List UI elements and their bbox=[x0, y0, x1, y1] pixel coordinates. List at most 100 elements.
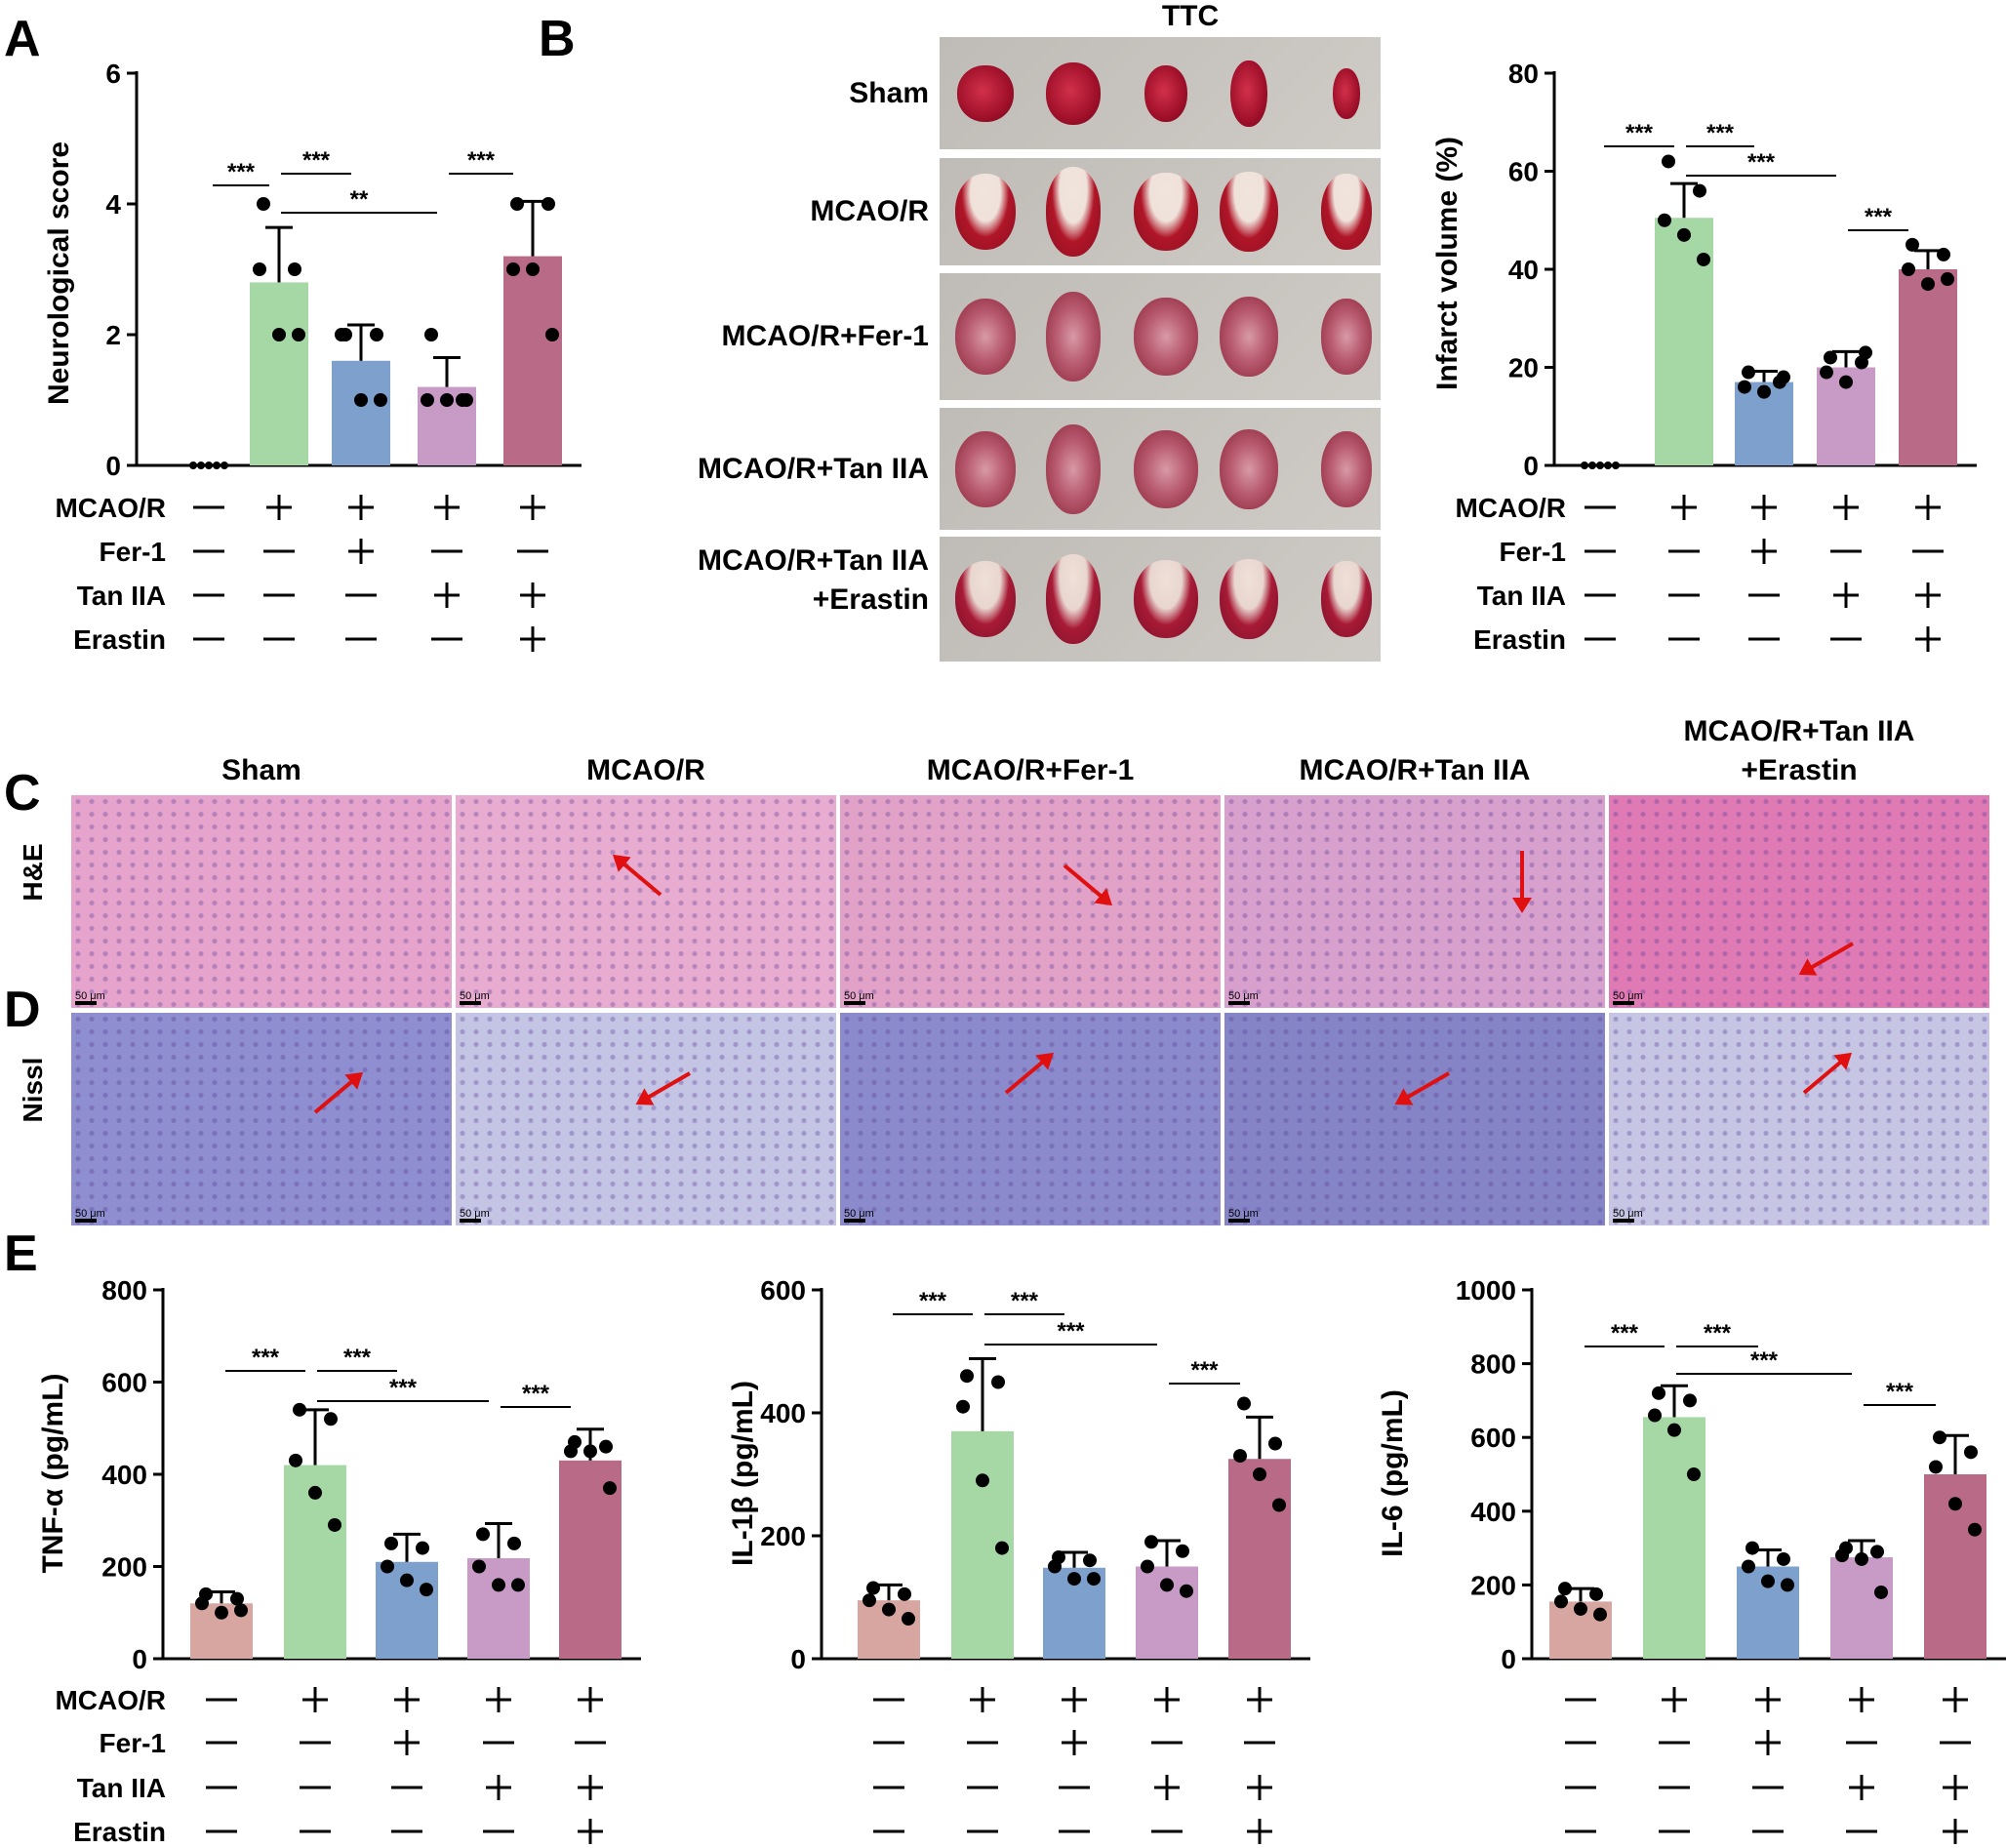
significance-label: *** bbox=[1625, 120, 1654, 146]
histology-image: 50 μm bbox=[840, 795, 1221, 1008]
data-point bbox=[1658, 213, 1671, 227]
treatment-label: Fer-1 bbox=[100, 1728, 166, 1758]
histology-image: 50 μm bbox=[1224, 1013, 1605, 1225]
ttc-row-label: Sham bbox=[849, 76, 929, 109]
data-point bbox=[476, 1527, 490, 1542]
y-tick-label: 400 bbox=[1470, 1497, 1516, 1527]
significance-label: *** bbox=[1886, 1379, 1914, 1405]
scale-bar bbox=[75, 1219, 97, 1223]
data-point bbox=[1824, 350, 1837, 365]
data-point bbox=[1941, 272, 1954, 287]
brain-slice bbox=[1046, 167, 1101, 257]
brain-slice bbox=[957, 64, 1014, 122]
treatment-label: Fer-1 bbox=[1500, 537, 1566, 567]
brain-slice bbox=[1321, 174, 1372, 250]
data-point bbox=[863, 1593, 876, 1608]
scale-bar-label: 50 μm bbox=[1613, 1208, 1643, 1220]
y-axis-label: IL-6 (pg/mL) bbox=[1377, 1389, 1409, 1557]
data-point bbox=[1777, 370, 1790, 384]
significance-label: *** bbox=[227, 159, 256, 185]
data-point bbox=[1581, 462, 1588, 469]
data-point bbox=[288, 262, 301, 276]
y-tick-label: 4 bbox=[105, 189, 121, 220]
significance-label: *** bbox=[1011, 1288, 1039, 1314]
histology-column-header: MCAO/R bbox=[586, 754, 705, 786]
data-point bbox=[230, 1591, 244, 1606]
data-point bbox=[1929, 1460, 1943, 1474]
data-point bbox=[1596, 462, 1604, 469]
data-point bbox=[293, 1402, 306, 1417]
histology-column-header: MCAO/R+Fer-1 bbox=[926, 754, 1135, 786]
scale-bar-label: 50 μm bbox=[1228, 990, 1259, 1002]
data-point bbox=[1948, 1497, 1962, 1511]
panel-letter-a: A bbox=[4, 11, 41, 67]
data-point bbox=[902, 1612, 915, 1627]
panel-letter-d: D bbox=[4, 982, 41, 1038]
brain-slice bbox=[1220, 559, 1278, 639]
treatment-label: MCAO/R bbox=[55, 493, 166, 523]
data-point bbox=[328, 1517, 341, 1532]
y-tick-label: 0 bbox=[105, 451, 121, 481]
data-point bbox=[221, 462, 228, 469]
significance-label: *** bbox=[302, 147, 331, 174]
data-point bbox=[1648, 1408, 1662, 1423]
brain-slice bbox=[955, 299, 1016, 375]
scale-bar bbox=[844, 1219, 865, 1223]
data-point bbox=[205, 462, 213, 469]
data-point bbox=[1083, 1553, 1097, 1568]
ttc-row-label: MCAO/R+Tan IIA +Erastin bbox=[698, 544, 929, 616]
histology-image: 50 μm bbox=[456, 795, 836, 1008]
data-point bbox=[1859, 345, 1872, 360]
y-tick-label: 600 bbox=[1470, 1423, 1516, 1453]
chart-b: 0 20 40 60 80 Infarct volume (%) *** *** *** *** M… bbox=[1431, 59, 1977, 655]
data-point bbox=[1604, 462, 1612, 469]
significance-label: *** bbox=[522, 1381, 550, 1407]
ttc-row-label: MCAO/R+Tan IIA bbox=[698, 452, 929, 485]
data-point bbox=[1237, 1396, 1251, 1411]
data-point bbox=[898, 1587, 911, 1601]
data-point bbox=[603, 1481, 617, 1496]
scale-bar bbox=[1613, 1219, 1634, 1223]
data-point bbox=[1835, 1548, 1849, 1563]
data-point bbox=[234, 1603, 248, 1618]
data-point bbox=[583, 1444, 597, 1459]
data-point bbox=[272, 328, 286, 341]
y-tick-label: 0 bbox=[1523, 451, 1539, 481]
chart-e3: 0 200 400 600 800 1000 IL-6 (pg/mL) *** *** *** **… bbox=[1377, 1275, 2006, 1844]
data-point bbox=[1067, 1572, 1081, 1587]
significance-label: *** bbox=[1747, 149, 1776, 176]
y-tick-label: 200 bbox=[101, 1552, 147, 1583]
data-point bbox=[213, 462, 221, 469]
ttc-title: TTC bbox=[1161, 0, 1220, 32]
data-point bbox=[1160, 1578, 1174, 1592]
data-point bbox=[1687, 1467, 1701, 1481]
significance-label: *** bbox=[1704, 1320, 1732, 1346]
y-tick-label: 400 bbox=[760, 1398, 806, 1428]
ttc-photo bbox=[940, 537, 1381, 662]
significance-label: *** bbox=[389, 1375, 418, 1401]
data-point bbox=[1933, 1430, 1946, 1445]
data-point bbox=[1777, 1551, 1790, 1566]
histology-image: 50 μm bbox=[71, 1013, 452, 1225]
y-tick-label: 60 bbox=[1508, 157, 1539, 187]
data-point bbox=[1745, 1541, 1759, 1555]
data-point bbox=[960, 1369, 974, 1384]
chart-e2: 0 200 400 600 IL-1β (pg/mL) *** *** *** *** bbox=[727, 1275, 1310, 1844]
brain-slice bbox=[1134, 173, 1198, 251]
significance-label: *** bbox=[1865, 204, 1893, 230]
data-point bbox=[384, 1536, 398, 1550]
data-point bbox=[215, 1605, 228, 1620]
bar bbox=[467, 1557, 530, 1659]
y-tick-label: 6 bbox=[105, 59, 121, 89]
data-point bbox=[507, 1536, 521, 1550]
panel-letter-b: B bbox=[539, 11, 576, 67]
ttc-photo bbox=[940, 37, 1381, 149]
data-point bbox=[1588, 462, 1596, 469]
data-point bbox=[1839, 375, 1853, 389]
y-tick-label: 40 bbox=[1508, 255, 1539, 285]
data-point bbox=[1874, 1585, 1888, 1599]
data-point bbox=[472, 1559, 486, 1574]
significance-label: *** bbox=[467, 147, 496, 174]
histology-image: 50 μm bbox=[456, 1013, 836, 1225]
